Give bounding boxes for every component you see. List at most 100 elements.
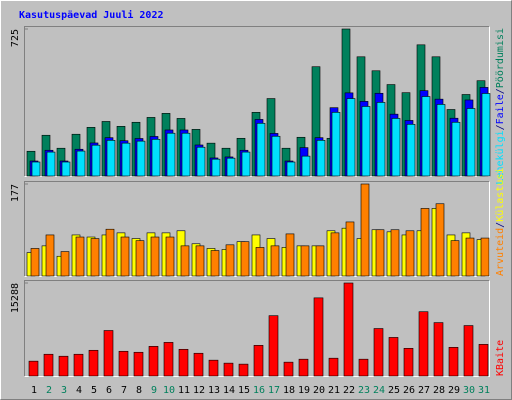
bar bbox=[181, 132, 191, 177]
x-tick-label: 11 bbox=[178, 385, 190, 396]
bar bbox=[331, 112, 341, 177]
y-tick-label: 177 bbox=[10, 184, 21, 202]
bar bbox=[373, 328, 384, 377]
x-tick-label: 2 bbox=[46, 385, 52, 396]
bar bbox=[163, 342, 174, 377]
panel-border-dark bbox=[24, 181, 490, 277]
bar bbox=[45, 234, 55, 277]
bar bbox=[390, 229, 400, 277]
bar bbox=[193, 352, 204, 377]
bar bbox=[463, 325, 474, 377]
x-tick-label: 12 bbox=[193, 385, 205, 396]
bar bbox=[106, 140, 116, 177]
x-tick-label: 25 bbox=[388, 385, 400, 396]
bar bbox=[211, 158, 221, 177]
bar bbox=[150, 236, 160, 277]
x-tick-label: 28 bbox=[433, 385, 445, 396]
bar bbox=[478, 344, 489, 377]
x-tick-label: 22 bbox=[343, 385, 355, 396]
bar bbox=[481, 93, 491, 177]
x-tick-label: 14 bbox=[223, 385, 235, 396]
bar bbox=[43, 353, 54, 377]
bar bbox=[103, 330, 114, 377]
bar bbox=[61, 161, 71, 177]
bar bbox=[196, 146, 206, 177]
bar bbox=[120, 236, 130, 277]
bar bbox=[30, 248, 40, 277]
bar bbox=[135, 240, 145, 277]
bar bbox=[180, 245, 190, 277]
x-tick-label: 13 bbox=[208, 385, 220, 396]
bar bbox=[480, 237, 490, 277]
legend-entry: Lehekülgi bbox=[495, 130, 506, 184]
bar bbox=[88, 349, 99, 377]
bar bbox=[255, 247, 265, 277]
bar bbox=[28, 360, 39, 377]
bar bbox=[300, 245, 310, 277]
bar bbox=[151, 139, 161, 177]
x-tick-label: 3 bbox=[61, 385, 67, 396]
bar bbox=[361, 106, 371, 177]
bar bbox=[435, 203, 445, 277]
bar bbox=[375, 229, 385, 277]
bar bbox=[433, 322, 444, 377]
legend-entry: Külastusi bbox=[495, 168, 506, 222]
legend-separator: / bbox=[495, 222, 506, 228]
bar bbox=[240, 241, 250, 277]
legend-entry: Faile bbox=[495, 94, 506, 124]
bar bbox=[315, 245, 325, 277]
bar bbox=[388, 337, 399, 377]
x-tick-label: 16 bbox=[253, 385, 265, 396]
panel-border-light bbox=[24, 26, 490, 177]
bar bbox=[418, 311, 429, 377]
x-tick-label: 9 bbox=[151, 385, 157, 396]
bar bbox=[465, 237, 475, 277]
bar bbox=[346, 98, 356, 177]
legend-entry: KBaite bbox=[495, 340, 506, 376]
bar bbox=[360, 183, 370, 277]
bar bbox=[345, 221, 355, 277]
x-tick-label: 27 bbox=[418, 385, 430, 396]
x-tick-label: 1 bbox=[31, 385, 37, 396]
bar bbox=[271, 135, 281, 177]
bar bbox=[256, 122, 266, 177]
legend: KBaite bbox=[495, 340, 506, 376]
bar bbox=[436, 104, 446, 177]
y-tick-label: 725 bbox=[10, 29, 21, 47]
bar bbox=[223, 362, 234, 377]
bar bbox=[60, 251, 70, 277]
bar bbox=[343, 282, 354, 377]
bar bbox=[75, 236, 85, 277]
legend: Arvuteid/Külastusi bbox=[495, 168, 506, 276]
chart-title: Kasutuspäevad Juuli 2022 bbox=[19, 9, 164, 21]
bar bbox=[283, 361, 294, 377]
bar bbox=[406, 123, 416, 177]
bar bbox=[313, 297, 324, 377]
bar bbox=[405, 230, 415, 277]
x-tick-label: 17 bbox=[268, 385, 280, 396]
bar bbox=[420, 208, 430, 277]
x-tick-label: 5 bbox=[91, 385, 97, 396]
bar bbox=[238, 363, 249, 377]
bar bbox=[31, 161, 41, 177]
x-tick-label: 23 bbox=[358, 385, 370, 396]
bar bbox=[91, 144, 101, 177]
bar bbox=[358, 358, 369, 377]
panel-border-light bbox=[24, 280, 490, 377]
bar bbox=[241, 151, 251, 177]
bar bbox=[268, 315, 279, 377]
bar bbox=[253, 345, 264, 377]
bar bbox=[166, 132, 176, 177]
legend-separator: / bbox=[495, 124, 506, 130]
bar bbox=[46, 151, 56, 177]
bar bbox=[270, 245, 280, 277]
panel-border-light bbox=[24, 181, 490, 277]
x-tick-label: 15 bbox=[238, 385, 250, 396]
legend: Lehekülgi/Faile/Pöördumisi bbox=[495, 28, 506, 185]
x-tick-label: 24 bbox=[373, 385, 385, 396]
bar bbox=[403, 348, 414, 377]
x-tick-label: 30 bbox=[463, 385, 475, 396]
bar bbox=[298, 358, 309, 377]
